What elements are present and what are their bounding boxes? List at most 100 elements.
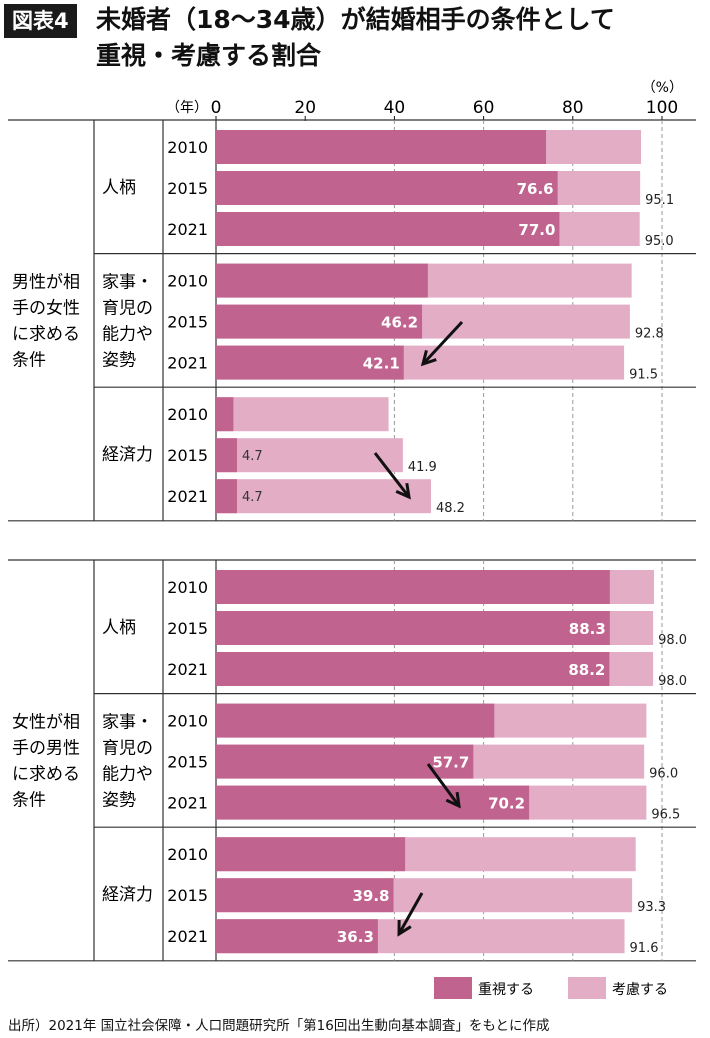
bar-consider-2010 <box>216 397 389 432</box>
section-label-line: に求める <box>12 324 80 344</box>
section-label-line: 手の女性 <box>12 298 80 318</box>
data-label-emphasize: 57.7 <box>432 754 469 772</box>
bar-emphasize-2015 <box>216 878 394 913</box>
group-label-line: 経済力 <box>102 445 153 465</box>
year-label-2015: 2015 <box>167 313 208 332</box>
data-label-emphasize: 4.7 <box>242 449 263 464</box>
group-label-line: 能力や <box>102 764 153 784</box>
legend-label-emphasize: 重視する <box>478 982 534 998</box>
group-label-line: 人柄 <box>102 618 136 638</box>
source-note: 出所）2021年 国立社会保障・人口問題研究所「第16回出生動向基本調査」をもと… <box>8 1018 550 1034</box>
bar-emphasize-2021 <box>216 345 404 380</box>
legend-label-consider: 考慮する <box>612 982 668 998</box>
group-label-line: 育児の <box>102 738 153 758</box>
year-label-2010: 2010 <box>167 138 208 157</box>
data-label-emphasize: 4.7 <box>242 490 263 505</box>
data-label-total: 98.0 <box>658 674 687 689</box>
section-label-line: に求める <box>12 764 80 784</box>
data-label-emphasize: 39.8 <box>352 887 389 905</box>
bar-emphasize-2015 <box>216 171 558 205</box>
data-label-emphasize: 42.1 <box>363 355 400 373</box>
chart-title-line-1: 未婚者（18〜34歳）が結婚相手の条件として <box>96 5 615 34</box>
year-label-2015: 2015 <box>167 619 208 638</box>
data-label-emphasize: 76.6 <box>517 180 554 198</box>
data-label-total: 91.6 <box>630 941 659 956</box>
year-label-2010: 2010 <box>167 712 208 731</box>
data-label-emphasize: 88.3 <box>569 620 606 638</box>
data-label-total: 96.0 <box>649 767 678 782</box>
trend-arrow-shaft <box>426 763 461 807</box>
bar-emphasize-2015 <box>216 304 423 339</box>
year-label-2015: 2015 <box>167 179 208 198</box>
group-label-line: 家事・ <box>102 712 153 732</box>
trend-arrow-head <box>420 350 437 367</box>
trend-arrow-shaft <box>397 892 424 935</box>
x-tick-label-100: 100 <box>646 98 678 118</box>
year-label-2015: 2015 <box>167 446 208 465</box>
bar-emphasize-2021 <box>216 919 378 954</box>
bar-emphasize-2021 <box>216 785 530 820</box>
year-label-2021: 2021 <box>167 927 208 946</box>
bar-emphasize-2010 <box>216 130 547 164</box>
bar-consider-2015 <box>216 438 403 473</box>
bar-emphasize-2015 <box>216 438 237 473</box>
year-label-2021: 2021 <box>167 220 208 239</box>
bar-emphasize-2010 <box>216 397 234 432</box>
data-label-total: 41.9 <box>408 460 437 475</box>
section-label-line: 男性が相 <box>12 272 80 292</box>
x-tick-label-40: 40 <box>384 98 406 118</box>
year-label-2021: 2021 <box>167 354 208 373</box>
figure-number-badge: 図表4 <box>4 4 77 38</box>
group-label-line: 姿勢 <box>102 350 136 370</box>
data-label-total: 92.8 <box>635 327 664 342</box>
year-label-2010: 2010 <box>167 845 208 864</box>
bar-emphasize-2010 <box>216 837 406 872</box>
data-label-emphasize: 46.2 <box>381 314 418 332</box>
bar-emphasize-2010 <box>216 570 610 604</box>
section-label-line: 女性が相 <box>12 712 80 732</box>
section-label-line: 手の男性 <box>12 738 80 758</box>
x-tick-label-0: 0 <box>211 98 222 118</box>
bar-emphasize-2010 <box>216 263 428 298</box>
data-label-total: 95.1 <box>645 193 674 208</box>
data-label-emphasize: 77.0 <box>518 221 555 239</box>
chart-title-line-2: 重視・考慮する割合 <box>96 41 322 70</box>
year-label-2021: 2021 <box>167 487 208 506</box>
group-label-line: 家事・ <box>102 272 153 292</box>
trend-arrow-shaft <box>373 452 411 498</box>
data-label-total: 98.0 <box>658 633 687 648</box>
trend-arrow-shaft <box>421 320 464 366</box>
group-label-line: 経済力 <box>102 885 153 905</box>
trend-arrow-head <box>397 919 412 937</box>
bar-emphasize-2015 <box>216 744 474 779</box>
section-label-line: 条件 <box>12 790 46 810</box>
data-label-emphasize: 70.2 <box>488 795 525 813</box>
year-label-2015: 2015 <box>167 753 208 772</box>
legend-swatch-consider <box>568 977 606 999</box>
bar-consider-2021 <box>216 479 431 514</box>
year-label-2010: 2010 <box>167 405 208 424</box>
data-label-total: 91.5 <box>629 368 658 383</box>
year-label-2010: 2010 <box>167 578 208 597</box>
bar-emphasize-2021 <box>216 212 560 246</box>
data-label-emphasize: 36.3 <box>337 928 374 946</box>
x-tick-label-60: 60 <box>473 98 495 118</box>
year-label-2015: 2015 <box>167 886 208 905</box>
data-label-total: 96.5 <box>651 808 680 823</box>
data-label-total: 93.3 <box>637 900 666 915</box>
year-axis-label: （年） <box>166 100 208 116</box>
x-tick-label-20: 20 <box>294 98 316 118</box>
data-label-total: 48.2 <box>436 501 465 516</box>
data-label-total: 95.0 <box>645 234 674 249</box>
unit-label: （%） <box>642 80 683 96</box>
bar-emphasize-2015 <box>216 611 610 645</box>
section-label-line: 条件 <box>12 350 46 370</box>
bar-emphasize-2010 <box>216 703 495 738</box>
bar-emphasize-2021 <box>216 479 237 514</box>
group-label-line: 人柄 <box>102 178 136 198</box>
year-label-2021: 2021 <box>167 660 208 679</box>
bar-emphasize-2021 <box>216 652 610 686</box>
group-label-line: 育児の <box>102 298 153 318</box>
legend-swatch-emphasize <box>434 977 472 999</box>
